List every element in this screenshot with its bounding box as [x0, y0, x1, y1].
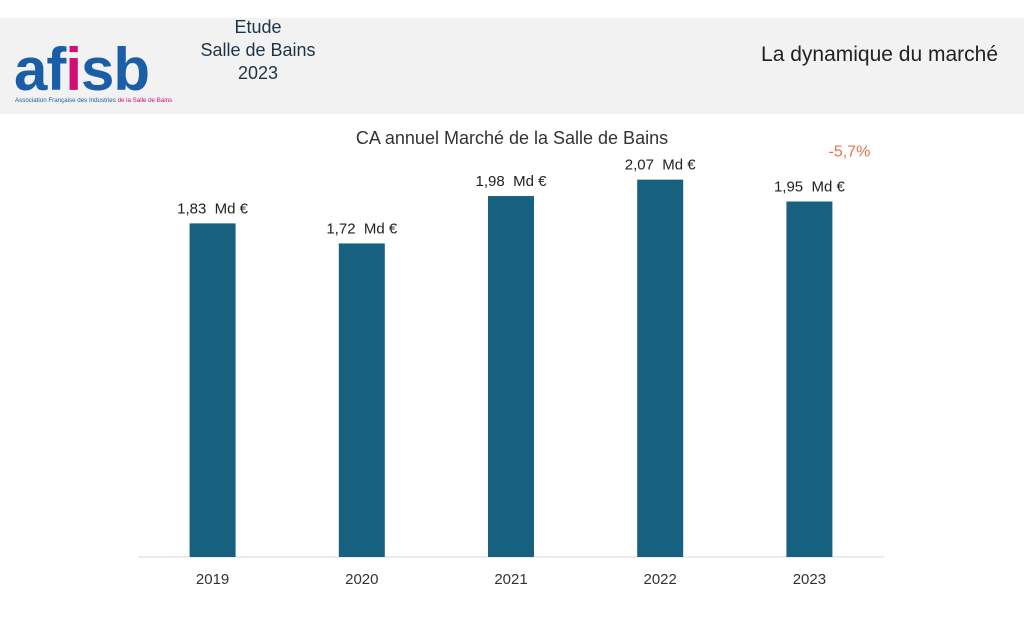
data-label-2022: 2,07 Md €: [625, 157, 697, 174]
bar-2019: [189, 223, 236, 557]
x-tick-label-2022: 2022: [644, 571, 677, 588]
bar-chart: CA annuel Marché de la Salle de Bains 1,…: [138, 128, 884, 588]
bar-2021: [488, 196, 534, 557]
bar-2023: [786, 201, 833, 557]
x-tick-label-2020: 2020: [345, 571, 378, 588]
data-label-2020: 1,72 Md €: [326, 220, 398, 237]
study-line-1: Etude: [234, 17, 282, 37]
study-line-2: Salle de Bains: [200, 40, 316, 60]
section-title: La dynamique du marché: [761, 43, 998, 66]
svg-text:Association Française des Indu: Association Française des Industries de …: [15, 97, 172, 104]
study-label: Etude Salle de Bains 2023: [180, 16, 336, 85]
chart-title: CA annuel Marché de la Salle de Bains: [356, 128, 668, 148]
x-tick-label-2023: 2023: [793, 571, 826, 588]
change-annotation: -5,7%: [829, 144, 871, 161]
svg-text:afisb: afisb: [14, 36, 149, 103]
bar-2020: [338, 243, 385, 557]
study-line-3: 2023: [237, 63, 279, 83]
header-band: [0, 18, 1024, 114]
x-tick-label-2019: 2019: [196, 571, 229, 588]
data-label-2019: 1,83 Md €: [177, 200, 249, 217]
x-tick-label-2021: 2021: [494, 571, 527, 588]
data-label-2021: 1,98 Md €: [476, 173, 548, 190]
data-label-2023: 1,95 Md €: [774, 179, 846, 196]
afisb-logo: afisb Association Française des Industri…: [14, 30, 184, 110]
bar-2022: [637, 179, 684, 557]
